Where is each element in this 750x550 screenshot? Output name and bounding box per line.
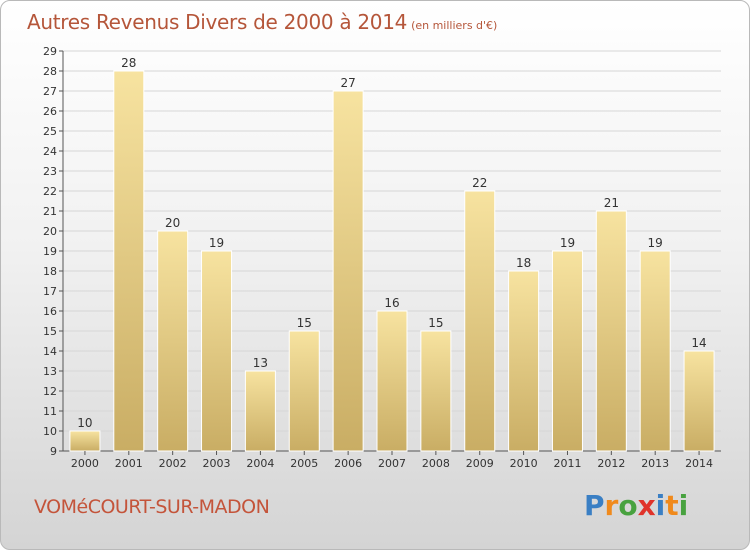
- bars: [69, 70, 715, 452]
- bar-2000: [69, 430, 101, 452]
- y-tick-label: 15: [43, 325, 57, 338]
- x-tick-label-2003: 2003: [203, 457, 231, 470]
- x-tick-label-2012: 2012: [597, 457, 625, 470]
- logo-letter: x: [637, 489, 656, 522]
- bar-2012: [595, 210, 627, 452]
- y-tick-label: 12: [43, 385, 57, 398]
- bar-2014: [683, 350, 715, 452]
- y-tick-label: 23: [43, 165, 57, 178]
- chart-title: Autres Revenus Divers de 2000 à 2014 (en …: [27, 10, 497, 34]
- logo-letter: r: [604, 489, 619, 522]
- bar-2004: [244, 370, 276, 452]
- bar-2011: [551, 250, 583, 452]
- x-tick-labels: 2000 2001 2002 2003 2004 2005 2006 2007 2008 2009…: [71, 451, 713, 470]
- bar-2008: [420, 330, 452, 452]
- data-label-2004: 13: [253, 356, 268, 370]
- data-label-2010: 18: [516, 256, 531, 270]
- data-label-2013: 19: [648, 236, 663, 250]
- data-labels: 10 28 20 19 13 15 27 16 15 22 18 19 21 19 14: [77, 56, 706, 430]
- x-tick-label-2011: 2011: [553, 457, 581, 470]
- bar-2005: [288, 330, 320, 452]
- y-tick-label: 28: [43, 65, 57, 78]
- bar-2002: [157, 230, 189, 452]
- bar-2003: [201, 250, 233, 452]
- bar-2001: [113, 70, 145, 452]
- x-tick-label-2010: 2010: [510, 457, 538, 470]
- data-label-2006: 27: [340, 76, 355, 90]
- x-tick-label-2001: 2001: [115, 457, 143, 470]
- x-tick-label-2008: 2008: [422, 457, 450, 470]
- bar-2006: [332, 90, 364, 452]
- y-tick-label: 9: [50, 445, 57, 458]
- y-tick-label: 21: [43, 205, 57, 218]
- data-label-2008: 15: [428, 316, 443, 330]
- y-tick-label: 18: [43, 265, 57, 278]
- y-tick-label: 26: [43, 105, 57, 118]
- bar-2009: [464, 190, 496, 452]
- commune-name: VOMéCOURT-SUR-MADON: [34, 496, 270, 518]
- y-tick-label: 29: [43, 45, 57, 58]
- y-tick-label: 10: [43, 425, 57, 438]
- x-tick-label-2013: 2013: [641, 457, 669, 470]
- chart-subtitle: (en milliers d'€): [411, 19, 498, 32]
- data-label-2001: 28: [121, 56, 136, 70]
- bar-2013: [639, 250, 671, 452]
- logo-letter: o: [618, 489, 638, 522]
- data-label-2014: 14: [691, 336, 706, 350]
- y-tick-label: 25: [43, 125, 57, 138]
- y-tick-label: 22: [43, 185, 57, 198]
- x-tick-label-2006: 2006: [334, 457, 362, 470]
- x-tick-label-2005: 2005: [290, 457, 318, 470]
- y-tick-label: 20: [43, 225, 57, 238]
- data-label-2009: 22: [472, 176, 487, 190]
- logo-letter: P: [584, 489, 605, 522]
- data-label-2003: 19: [209, 236, 224, 250]
- y-tick-label: 17: [43, 285, 57, 298]
- data-label-2007: 16: [384, 296, 399, 310]
- x-tick-label-2009: 2009: [466, 457, 494, 470]
- y-tick-label: 24: [43, 145, 57, 158]
- x-tick-label-2000: 2000: [71, 457, 99, 470]
- y-tick-label: 13: [43, 365, 57, 378]
- logo-letter: i: [678, 489, 689, 522]
- y-tick-label: 27: [43, 85, 57, 98]
- x-tick-label-2004: 2004: [246, 457, 274, 470]
- data-label-2002: 20: [165, 216, 180, 230]
- y-tick-label: 16: [43, 305, 57, 318]
- title-text: Autres Revenus Divers de 2000 à 2014: [27, 10, 408, 34]
- y-tick-labels: 9 10 11 12 13 14 15 16 17 18 19 20 21 22 23 24 25 26 27 28 2…: [43, 45, 57, 458]
- x-tick-label-2014: 2014: [685, 457, 713, 470]
- data-label-2005: 15: [297, 316, 312, 330]
- y-tick-label: 19: [43, 245, 57, 258]
- data-label-2011: 19: [560, 236, 575, 250]
- data-label-2000: 10: [77, 416, 92, 430]
- y-tick-label: 11: [43, 405, 57, 418]
- x-tick-label-2007: 2007: [378, 457, 406, 470]
- y-tick-label: 14: [43, 345, 57, 358]
- logo-letter: t: [665, 489, 679, 522]
- bar-2007: [376, 310, 408, 452]
- data-label-2012: 21: [604, 196, 619, 210]
- logo-letter: i: [655, 489, 666, 522]
- proxiti-logo: Proxiti: [584, 489, 688, 522]
- x-tick-label-2002: 2002: [159, 457, 187, 470]
- bar-2010: [508, 270, 540, 452]
